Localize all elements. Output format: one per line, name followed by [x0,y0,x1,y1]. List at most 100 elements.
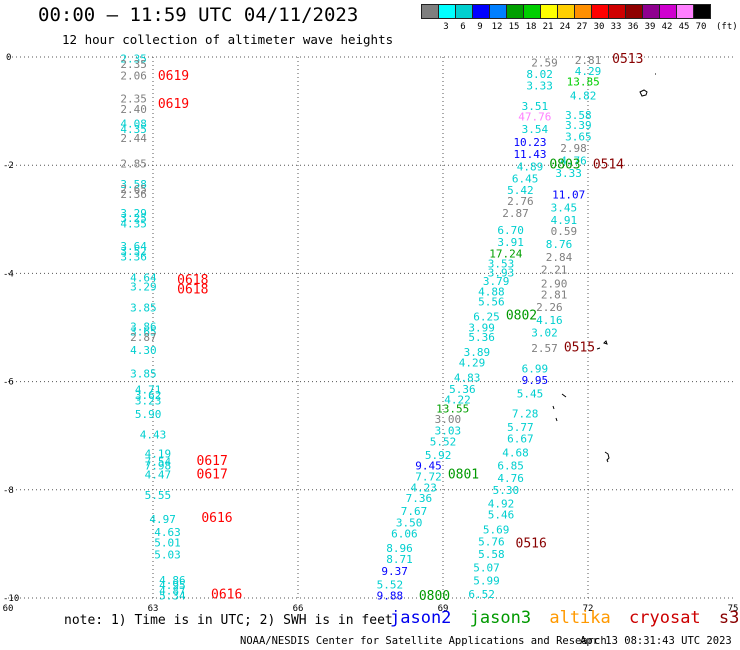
wave-height-value: 3.25 [120,212,147,225]
wave-height-value: 3.03 [435,424,462,437]
colorbar-tick-label: 33 [610,22,622,32]
colorbar-tick-label: 36 [627,22,639,32]
wave-height-value: 3.33 [526,80,553,93]
wave-height-value: 2.81 [541,288,568,301]
wave-height-value: 5.42 [507,184,534,197]
wave-height-value: 7.67 [401,505,428,518]
wave-height-value: 3.54 [522,123,549,136]
wave-height-value: 3.79 [483,275,510,288]
wave-height-value: 4.35 [120,218,147,231]
wave-height-value: 4.22 [444,393,471,406]
x-tick-label: 72 [583,604,594,614]
island-outlines [552,73,656,463]
wave-height-value: 4.97 [149,513,176,526]
wave-height-value: 9.37 [381,565,408,578]
wave-height-value: 3.99 [468,322,495,335]
pass-time-label: 0515 [564,340,595,355]
wave-height-value: 9.88 [377,589,404,602]
wave-height-value: 3.23 [135,395,162,408]
wave-height-value: 47.76 [518,111,551,124]
colorbar-tick-label: 39 [644,22,656,32]
wave-height-value: 2.59 [531,56,558,69]
wave-height-value: 3.29 [130,280,157,293]
wave-height-value: 13.55 [436,403,469,416]
wave-height-value: 4.43 [140,429,167,442]
wave-height-value: 7.28 [512,408,539,421]
wave-height-value: 4.88 [478,285,505,298]
wave-height-value: 5.52 [430,436,457,449]
wave-height-value: 5.76 [478,536,505,549]
wave-height-value: 5.34 [159,589,186,602]
colorbar-tick-label: 6 [460,22,466,32]
legend-jason2: jason2 [390,608,452,628]
wave-height-value: 2.57 [531,342,558,355]
pass-time-label: 0800 [419,589,450,604]
wave-height-value: 3.45 [551,201,578,214]
wave-height-value: 4.71 [135,384,162,397]
wave-height-value: 2.81 [575,54,602,67]
wave-height-value: 4.91 [551,214,578,227]
wave-height-value: 0.59 [551,225,578,238]
wave-height-value: 4.29 [459,357,486,370]
pass-time-label: 0619 [158,97,189,112]
wave-height-value: 13.85 [567,75,600,88]
wave-height-value: 5.03 [154,549,181,562]
wave-height-value: 2.87 [130,331,157,344]
wave-height-value: 2.36 [120,188,147,201]
wave-height-value: 3.91 [497,236,524,249]
wave-height-value: 3.65 [130,325,157,338]
wave-height-value: 7.72 [415,470,442,483]
colorbar-tick-label: 3 [443,22,449,32]
wave-height-value: 3.36 [120,251,147,264]
colorbar-tick-label: 42 [661,22,673,32]
wave-height-value: 5.56 [478,296,505,309]
colorbar-tick-label: 27 [576,22,588,32]
wave-height-value: 7.98 [145,459,172,472]
wave-height-value: 4.23 [410,482,437,495]
colorbar-tick-label: 18 [525,22,537,32]
wave-height-value: 2.35 [120,58,147,71]
wave-height-value: 3.02 [531,326,558,339]
wave-height-value: 6.45 [512,173,539,186]
wave-height-value: 4.08 [120,118,147,131]
wave-height-value: 4.30 [130,344,157,357]
footnote: note: 1) Time is in UTC; 2) SWH is in fe… [64,613,393,628]
wave-height-value: 3.50 [396,516,423,529]
wave-height-value: 4.47 [145,469,172,482]
pass-time-label: 0616 [201,511,232,526]
y-tick-label: -6 [3,378,14,388]
wave-height-value: 5.01 [154,536,181,549]
wave-height-value: 4.89 [517,160,544,173]
pass-time-label: 0801 [448,468,479,483]
wave-height-value: 5.36 [468,331,495,344]
wave-height-value: 2.44 [120,132,147,145]
wave-height-value: 8.71 [386,553,413,566]
wave-height-value: 5.90 [135,408,162,421]
wave-height-value: 4.76 [560,154,587,167]
x-tick-label: 66 [293,604,304,614]
x-tick-label: 75 [728,604,739,614]
pass-time-label: 0617 [197,454,228,469]
wave-height-value: 8.96 [386,542,413,555]
wave-height-value: 2.90 [541,278,568,291]
wave-height-value: 5.07 [473,562,500,575]
legend-s3a: s3a [718,608,740,628]
wave-height-value: 11.43 [513,148,546,161]
wave-height-value: 5.77 [507,421,534,434]
colorbar-unit: (ft) [716,22,738,32]
y-tick-label: 0 [6,53,11,63]
wave-height-value: 2.40 [120,103,147,116]
wave-height-value: 3.58 [120,178,147,191]
colorbar-tick-label: 30 [593,22,605,32]
wave-height-value: 3.64 [120,240,147,253]
pass-time-label: 0618 [177,273,208,288]
wave-height-value: 5.55 [145,489,172,502]
wave-height-value: 4.19 [145,448,172,461]
wave-height-value: 3.39 [565,119,592,132]
wave-height-value: 4.35 [120,123,147,136]
wave-height-value: 5.69 [483,523,510,536]
pass-time-label: 0516 [516,536,547,551]
timestamp: Apr 13 08:31:43 UTC 2023 [580,635,732,647]
wave-height-value: 4.82 [570,89,597,102]
wave-height-value: 3.29 [120,207,147,220]
